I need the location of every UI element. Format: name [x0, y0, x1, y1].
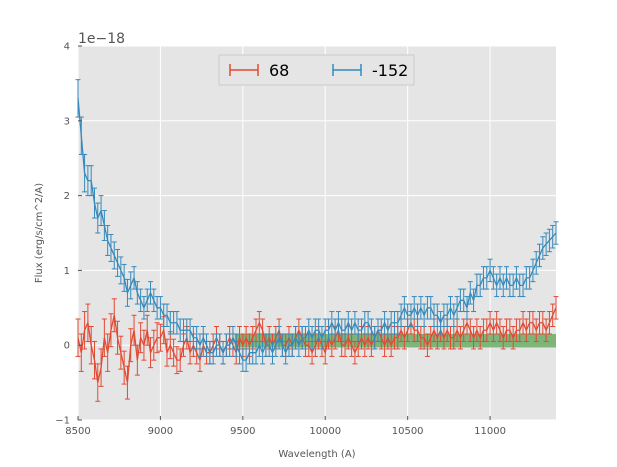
y-tick-label: 4	[64, 42, 70, 53]
y-tick-label: 3	[64, 116, 70, 127]
legend-label: 68	[269, 61, 289, 80]
series-layer	[75, 79, 559, 402]
series-line	[77, 98, 557, 361]
y-offset-label: 1e−18	[78, 31, 125, 47]
y-tick-label: 1	[64, 266, 70, 277]
y-tick-label: 2	[64, 191, 70, 202]
x-axis-label: Wavelength (A)	[278, 449, 355, 460]
grid-lines	[77, 45, 556, 421]
x-tick-label: 11000	[474, 426, 506, 437]
x-tick-label: 8500	[65, 426, 90, 437]
plot-background	[78, 46, 556, 420]
x-tick-label: 9500	[230, 426, 255, 437]
series-2	[75, 79, 559, 372]
x-tick-label: 10500	[392, 426, 424, 437]
y-axis: −1 0 1 2 3 4	[55, 42, 82, 427]
y-axis-label: Flux (erg/s/cm^2/A)	[34, 183, 45, 283]
x-tick-label: 10000	[309, 426, 341, 437]
x-axis: 8500 9000 9500 10000 10500 11000	[65, 416, 506, 437]
legend-entry: -152	[332, 61, 408, 80]
y-tick-label: 0	[64, 341, 70, 352]
y-tick-label: −1	[55, 416, 70, 427]
legend-entry: 68	[229, 61, 289, 80]
legend: 68 -152	[218, 54, 415, 86]
legend-label: -152	[372, 61, 408, 80]
x-tick-label: 9000	[148, 426, 173, 437]
